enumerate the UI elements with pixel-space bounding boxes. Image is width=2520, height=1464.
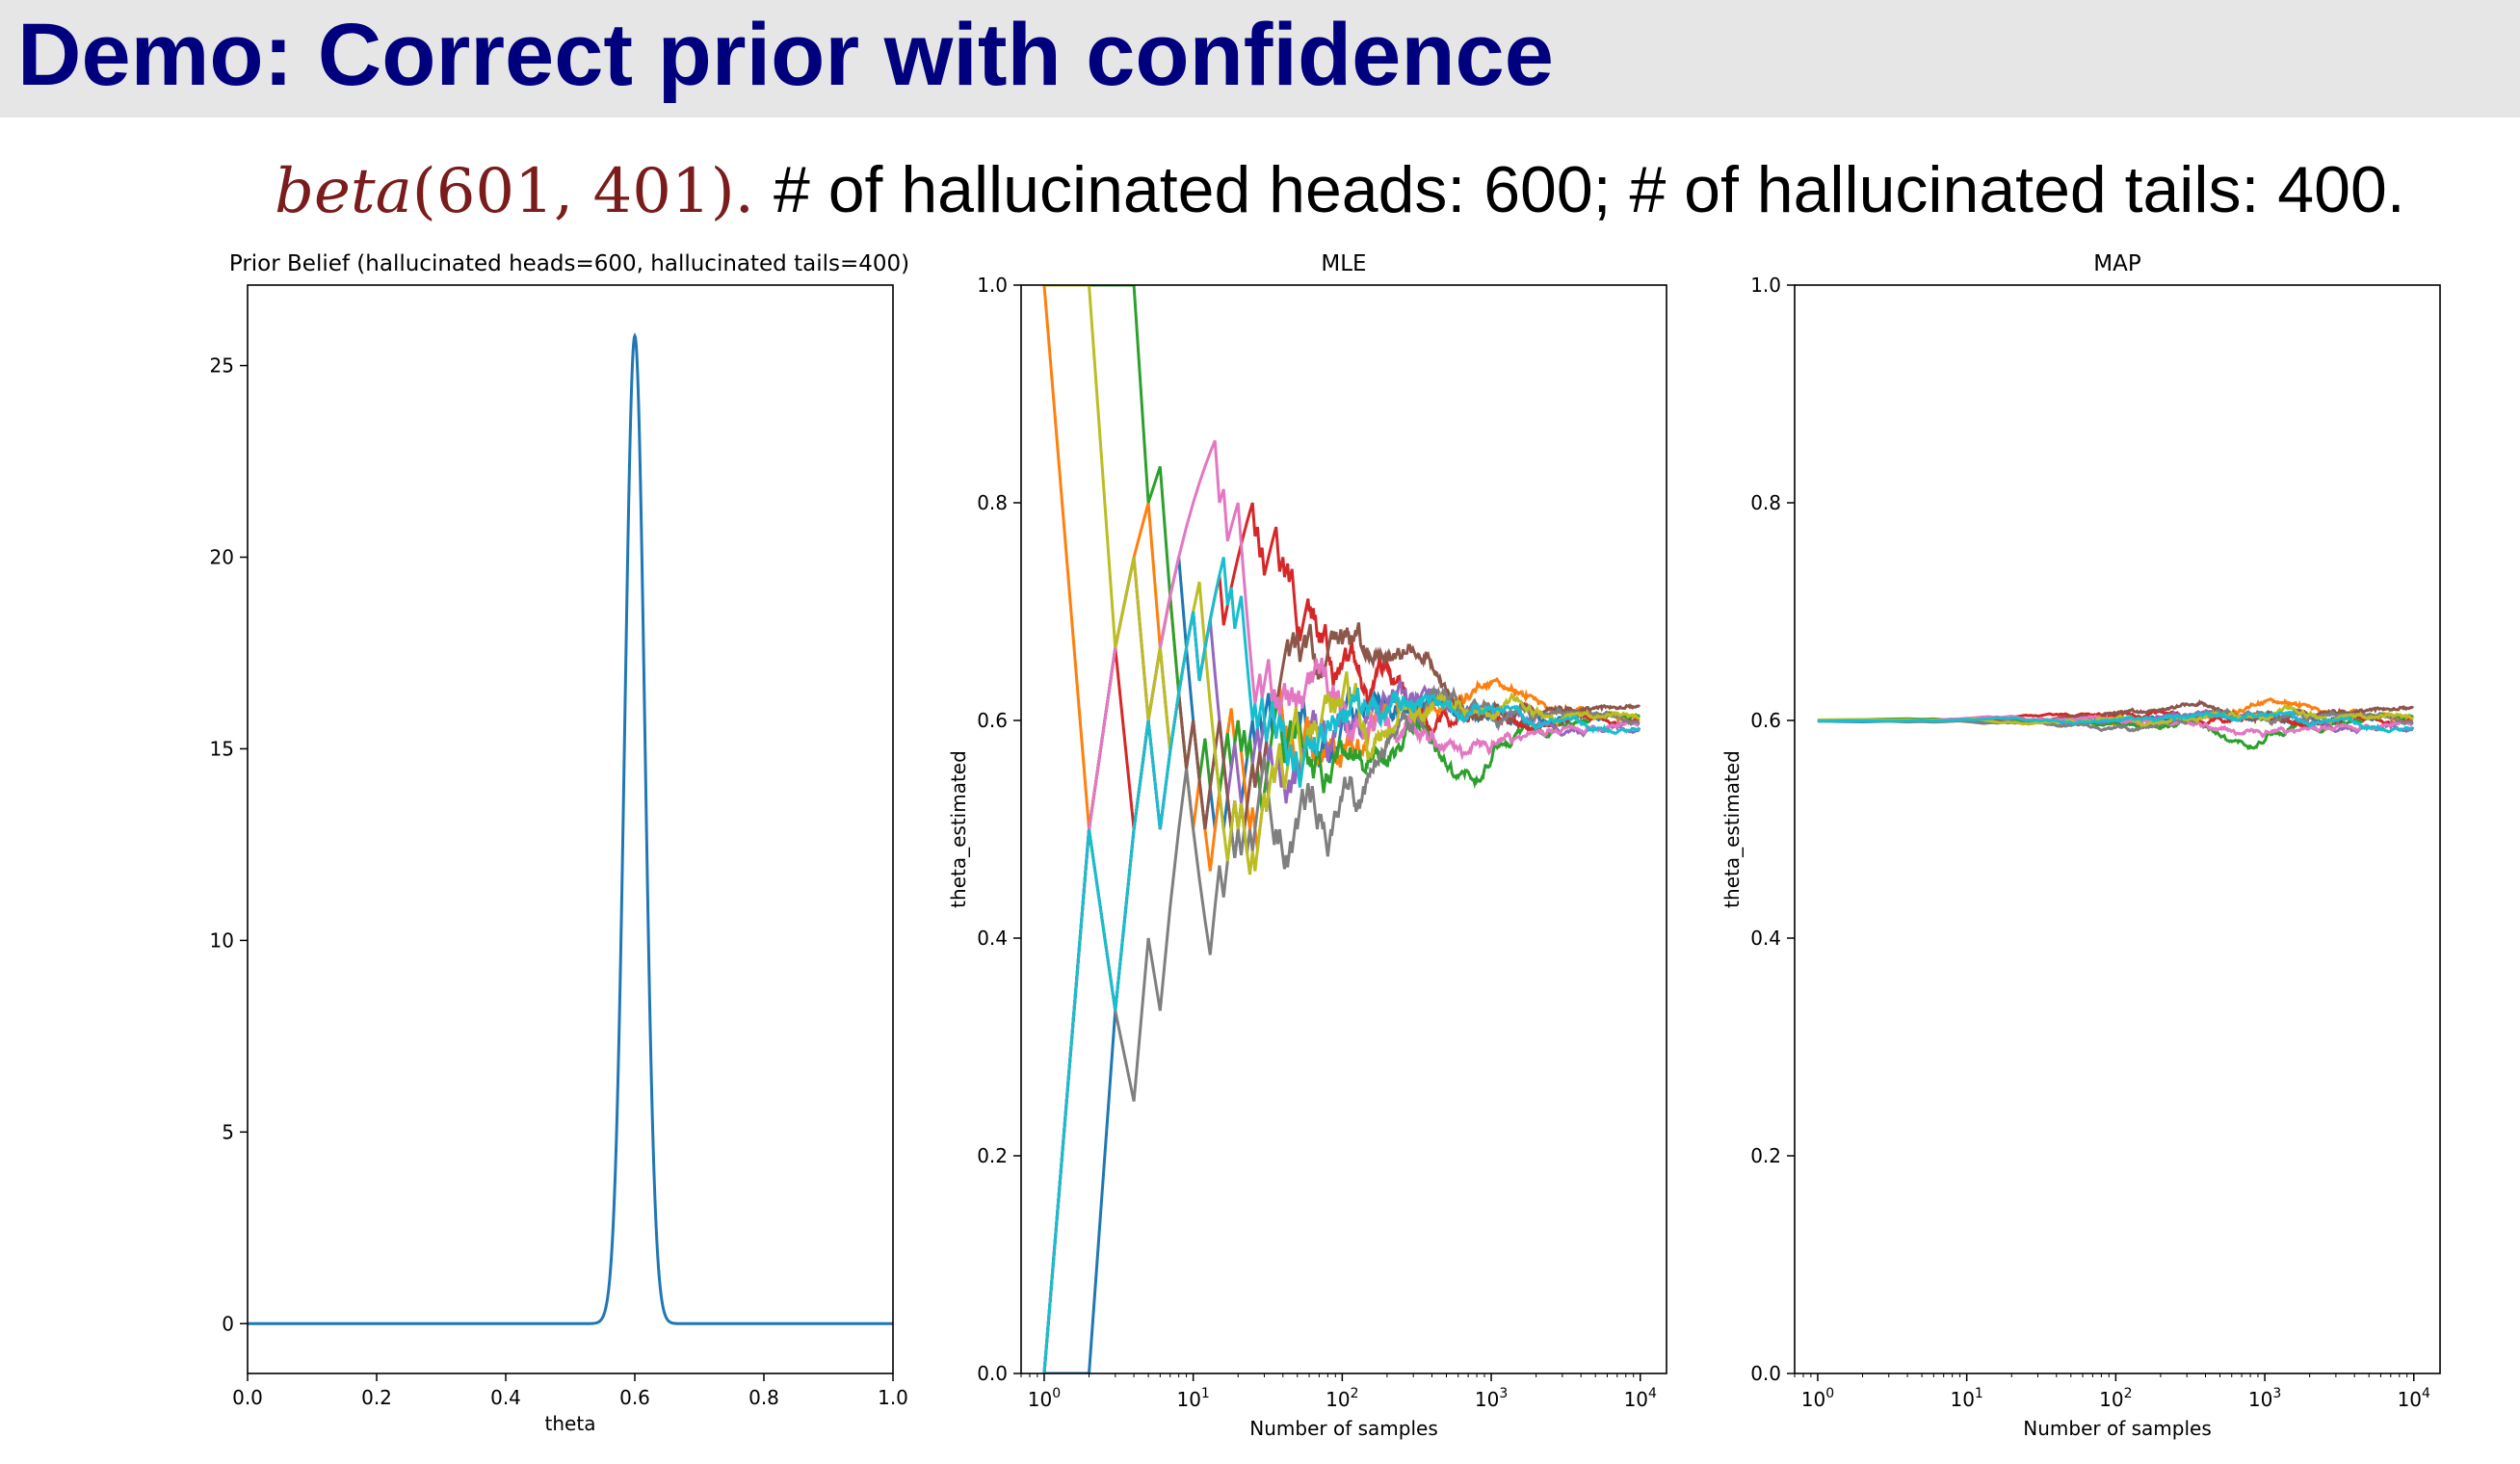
map-y-ticks: 0.0 0.2 0.4 0.6 0.8 1.0 <box>1750 274 1795 1385</box>
prior-chart: Prior Belief (hallucinated heads=600, ha… <box>210 251 910 1435</box>
map-plot-area <box>1817 696 2415 751</box>
map-x-ticks: 100 101 102 103 104 <box>1794 1373 2430 1411</box>
prior-plot-area <box>248 332 893 1325</box>
map-chart: MAP 100 101 102 103 104 0.0 0.2 0.4 0.6 0.8 1.0 N… <box>1720 251 2441 1440</box>
mle-series-9-line <box>1043 285 1641 876</box>
mle-chart-title: MLE <box>1321 251 1366 276</box>
map-x-tick-label: 100 <box>1801 1386 1834 1411</box>
mle-series-2-line <box>1042 285 1641 872</box>
map-y-tick-label: 0.2 <box>1750 1144 1781 1167</box>
mle-y-tick-label: 0.4 <box>977 927 1008 950</box>
mle-x-tick-label: 102 <box>1326 1386 1358 1411</box>
map-chart-title: MAP <box>2093 251 2141 276</box>
map-series-10-line <box>1817 709 2415 734</box>
prior-x-tick-label: 0.8 <box>748 1386 779 1409</box>
map-x-tick-label: 101 <box>1950 1386 1982 1411</box>
mle-series-10-line <box>1042 557 1641 1373</box>
mle-series-5-line <box>1042 557 1641 1373</box>
prior-y-tick-label: 15 <box>210 737 234 760</box>
mle-x-tick-label: 101 <box>1176 1386 1209 1411</box>
map-y-tick-label: 1.0 <box>1750 274 1781 297</box>
map-series-3-line <box>1817 711 2414 751</box>
mle-y-tick-label: 0.6 <box>977 709 1008 732</box>
mle-x-tick-label: 100 <box>1028 1386 1061 1411</box>
prior-x-tick-label: 0.0 <box>232 1386 263 1409</box>
prior-x-tick-label: 0.2 <box>361 1386 392 1409</box>
prior-y-tick-label: 0 <box>222 1312 234 1335</box>
prior-y-tick-label: 10 <box>210 928 234 952</box>
mle-x-ticks: 100 101 102 103 104 <box>1020 1373 1657 1411</box>
prior-y-tick-label: 25 <box>210 354 234 378</box>
prior-x-ticks: 0.0 0.2 0.4 0.6 0.8 1.0 <box>232 1373 908 1409</box>
prior-axes-frame <box>247 284 894 1374</box>
mle-series-1-line <box>1043 557 1641 1373</box>
mle-axes-frame <box>1020 284 1667 1374</box>
map-y-tick-label: 0.8 <box>1750 491 1781 514</box>
mle-x-tick-label: 103 <box>1475 1386 1508 1411</box>
mle-series-8-line <box>1042 684 1641 1373</box>
slide-title: Demo: Correct prior with confidence <box>17 6 1554 104</box>
mle-y-tick-label: 0.8 <box>977 491 1008 514</box>
map-x-label: Number of samples <box>2023 1417 2211 1440</box>
slide-title-bar: Demo: Correct prior with confidence <box>0 0 2520 118</box>
mle-plot-area <box>1042 285 1641 1373</box>
prior-y-ticks: 0 5 10 15 20 25 <box>210 354 248 1335</box>
prior-x-label: theta <box>545 1412 596 1435</box>
prior-pdf-line <box>248 332 893 1325</box>
mle-y-label: theta_estimated <box>947 750 970 908</box>
mle-series-group <box>1042 285 1641 1373</box>
mle-x-label: Number of samples <box>1249 1417 1437 1440</box>
map-axes-frame <box>1794 284 2441 1374</box>
mle-y-tick-label: 0.2 <box>977 1144 1008 1167</box>
map-x-tick-label: 103 <box>2248 1386 2281 1411</box>
prior-x-tick-label: 0.4 <box>490 1386 521 1409</box>
map-y-label: theta_estimated <box>1720 750 1744 908</box>
mle-x-tick-label: 104 <box>1624 1386 1657 1411</box>
map-series-group <box>1817 696 2415 751</box>
formula-func: beta <box>275 156 412 227</box>
mle-series-7-line <box>1042 439 1641 1373</box>
prior-y-tick-label: 5 <box>222 1120 234 1143</box>
prior-chart-title: Prior Belief (hallucinated heads=600, ha… <box>229 251 909 276</box>
map-y-tick-label: 0.0 <box>1750 1362 1781 1385</box>
mle-series-3-line <box>1043 285 1641 811</box>
prior-x-tick-label: 1.0 <box>878 1386 908 1409</box>
map-x-tick-label: 104 <box>2398 1386 2430 1411</box>
map-y-tick-label: 0.6 <box>1750 709 1781 732</box>
formula: beta(601, 401). <box>275 156 754 227</box>
map-y-tick-label: 0.4 <box>1750 927 1781 950</box>
map-x-tick-label: 102 <box>2099 1386 2132 1411</box>
mle-y-tick-label: 0.0 <box>977 1362 1008 1385</box>
subtitle-text: # of hallucinated heads: 600; # of hallu… <box>774 153 2405 226</box>
mle-y-ticks: 0.0 0.2 0.4 0.6 0.8 1.0 <box>977 274 1021 1385</box>
formula-args: (601, 401). <box>411 156 754 227</box>
slide-subtitle: beta(601, 401). # of hallucinated heads: … <box>275 146 2405 233</box>
mle-y-tick-label: 1.0 <box>977 274 1008 297</box>
prior-x-tick-label: 0.6 <box>619 1386 650 1409</box>
prior-y-tick-label: 20 <box>210 546 234 569</box>
mle-chart: MLE 100 101 102 103 104 0.0 0.2 0.4 0.6 0.8 1.0 N… <box>947 251 1667 1440</box>
